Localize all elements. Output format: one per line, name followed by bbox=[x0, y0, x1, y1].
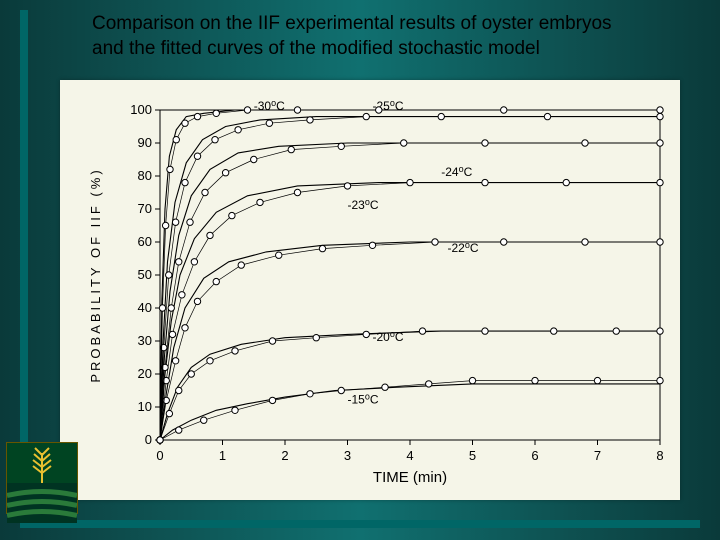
svg-text:6: 6 bbox=[531, 448, 538, 463]
svg-text:8: 8 bbox=[656, 448, 663, 463]
svg-text:0: 0 bbox=[145, 432, 152, 447]
iif-chart: 0 10 20 30 40 50 60 70 80 90 100 0 1 2 3 4 5 6 7 8 TIME (min… bbox=[60, 80, 680, 500]
svg-text:-20oC: -20oC bbox=[373, 329, 404, 344]
svg-text:60: 60 bbox=[138, 234, 152, 249]
svg-text:-23oC: -23oC bbox=[348, 197, 379, 212]
svg-text:7: 7 bbox=[594, 448, 601, 463]
svg-text:-30oC: -30oC bbox=[254, 98, 285, 113]
svg-text:5: 5 bbox=[469, 448, 476, 463]
institution-logo bbox=[6, 442, 78, 514]
svg-text:20: 20 bbox=[138, 366, 152, 381]
accent-bar-horizontal bbox=[20, 520, 700, 528]
svg-text:10: 10 bbox=[138, 399, 152, 414]
svg-text:TIME (min): TIME (min) bbox=[373, 469, 447, 486]
svg-text:100: 100 bbox=[130, 102, 152, 117]
svg-text:30: 30 bbox=[138, 333, 152, 348]
svg-text:1: 1 bbox=[219, 448, 226, 463]
svg-text:80: 80 bbox=[138, 168, 152, 183]
slide-title-text: Comparison on the IIF experimental resul… bbox=[90, 10, 650, 63]
svg-text:4: 4 bbox=[406, 448, 413, 463]
svg-text:-22oC: -22oC bbox=[448, 240, 479, 255]
logo-wheat-icon bbox=[7, 443, 77, 483]
svg-text:3: 3 bbox=[344, 448, 351, 463]
accent-bar-vertical bbox=[20, 10, 28, 470]
logo-field-icon bbox=[7, 483, 77, 523]
chart-panel: 0 10 20 30 40 50 60 70 80 90 100 0 1 2 3 4 5 6 7 8 TIME (min… bbox=[60, 80, 680, 500]
svg-text:2: 2 bbox=[281, 448, 288, 463]
svg-text:0: 0 bbox=[156, 448, 163, 463]
slide-title: Comparison on the IIF experimental resul… bbox=[90, 10, 650, 63]
svg-text:-24oC: -24oC bbox=[441, 164, 472, 179]
svg-text:PROBABILITY OF IIF (%): PROBABILITY OF IIF (%) bbox=[88, 167, 103, 382]
svg-text:70: 70 bbox=[138, 201, 152, 216]
svg-text:-15oC: -15oC bbox=[348, 392, 379, 407]
svg-text:50: 50 bbox=[138, 267, 152, 282]
svg-text:90: 90 bbox=[138, 135, 152, 150]
svg-text:40: 40 bbox=[138, 300, 152, 315]
